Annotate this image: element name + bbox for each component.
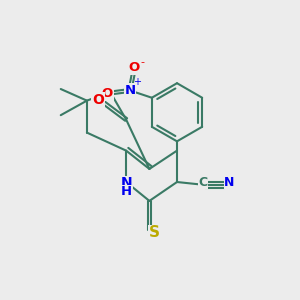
Text: C: C bbox=[199, 176, 208, 189]
Text: +: + bbox=[133, 77, 141, 87]
Text: H: H bbox=[121, 185, 132, 198]
Text: S: S bbox=[149, 225, 160, 240]
Text: O: O bbox=[129, 61, 140, 74]
Text: O: O bbox=[92, 93, 104, 107]
Text: N: N bbox=[120, 176, 132, 190]
Text: -: - bbox=[140, 58, 145, 68]
Text: N: N bbox=[124, 84, 136, 97]
Text: O: O bbox=[102, 87, 113, 100]
Text: N: N bbox=[224, 176, 235, 189]
